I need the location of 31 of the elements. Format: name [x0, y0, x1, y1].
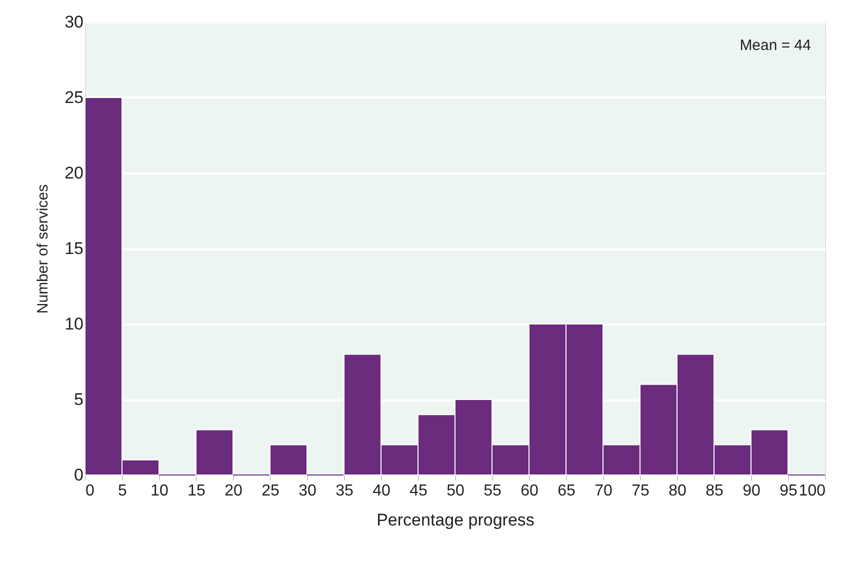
- x-axis-title: Percentage progress: [376, 510, 534, 530]
- x-tick-label: 5: [118, 482, 128, 500]
- x-tick-label: 55: [484, 482, 502, 500]
- x-tick-label: 50: [446, 482, 464, 500]
- x-tick-label: 75: [632, 482, 650, 500]
- x-tick-label: 35: [336, 482, 354, 500]
- x-tick-label: 90: [742, 482, 760, 500]
- x-tick-label: 10: [150, 482, 168, 500]
- x-tick-label: 15: [188, 482, 206, 500]
- y-tick-label: 10: [64, 314, 84, 334]
- y-tick-label: 0: [74, 466, 84, 484]
- x-tick-label: 0: [86, 482, 94, 500]
- y-tick-label: 5: [74, 390, 84, 409]
- x-tick-label: 100: [798, 482, 826, 500]
- x-tick-label: 65: [558, 482, 576, 500]
- x-tick-label: 60: [520, 482, 538, 500]
- x-tick-label: 30: [298, 482, 316, 500]
- x-tick-label: 20: [224, 482, 242, 500]
- x-tick-label: 95: [780, 482, 798, 500]
- x-tick-label: 25: [262, 482, 280, 500]
- y-axis-title: Number of services: [34, 184, 52, 314]
- y-tick-label: 20: [64, 164, 84, 182]
- x-tick-label: 85: [706, 482, 724, 500]
- x-tick-label: 70: [594, 482, 612, 500]
- x-tick-label: 40: [372, 482, 390, 500]
- y-tick-label: 30: [64, 12, 84, 32]
- x-tick-label: 45: [410, 482, 428, 500]
- y-tick-label: 25: [64, 88, 84, 107]
- annotation: Mean = 44: [740, 37, 811, 54]
- y-tick-label: 15: [64, 239, 84, 258]
- x-tick-label: 80: [668, 482, 686, 500]
